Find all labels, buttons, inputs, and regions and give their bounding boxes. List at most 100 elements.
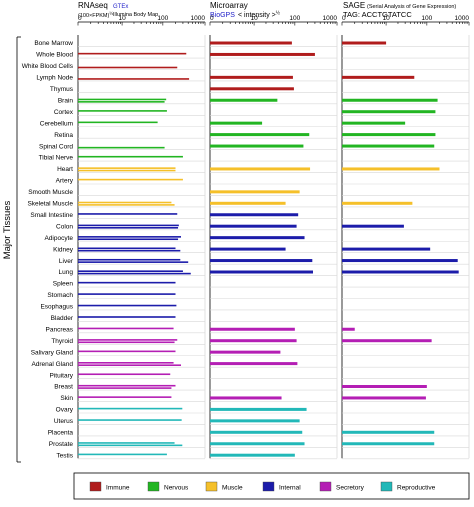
rnaseq-gtex-bar (78, 281, 176, 284)
sage-bar (342, 327, 355, 331)
rnaseq-ibm-bar (78, 387, 172, 389)
tissue-label: Pituitary (50, 372, 74, 379)
legend-label-muscle: Muscle (222, 485, 243, 492)
rnaseq-gtex-bar (78, 270, 183, 272)
tissue-label: Retina (54, 132, 73, 139)
rnaseq-gtex-bar (78, 52, 187, 55)
rnaseq-ibm-bar (78, 204, 175, 206)
rnaseq-gtex-bar (78, 155, 183, 158)
microarray-bar (210, 167, 311, 171)
sage-bar (342, 339, 432, 343)
rnaseq-ibm-bar (78, 66, 178, 69)
microarray-bar (210, 430, 303, 434)
tissue-label: Tibial Nerve (39, 155, 74, 162)
rnaseq-source-gtex: GTEx (113, 4, 128, 10)
sage-bar (342, 270, 459, 274)
rnaseq-gtex-bar (78, 362, 174, 364)
micro-tick-label: 100 (289, 15, 300, 22)
rnaseq-gtex-bar (78, 121, 158, 124)
sage-bar (342, 133, 436, 137)
rnaseq-gtex-bar (78, 304, 177, 307)
sage-title: SAGE (343, 1, 365, 10)
microarray-bar (210, 236, 305, 240)
legend-label-secretory: Secretory (336, 485, 365, 492)
rnaseq-ibm-bar (78, 444, 183, 447)
rnaseq-gtex-bar (78, 339, 178, 341)
microarray-bar (210, 87, 294, 91)
sage-bar (342, 247, 431, 251)
sage-bar (342, 167, 440, 171)
microarray-bar (210, 75, 293, 79)
tissue-label: White Blood Cells (22, 63, 74, 70)
side-label: Major Tissues (2, 200, 13, 259)
tissue-label: Testis (56, 452, 73, 459)
rnaseq-ibm-bar (78, 341, 175, 344)
tissue-label: Spleen (53, 281, 74, 288)
microarray-bar (210, 52, 315, 56)
tissue-label: Lung (59, 269, 74, 276)
tissue-label: Small Intestine (30, 212, 73, 219)
rnaseq-source-ibm: Illumina Body Map (113, 12, 158, 18)
tissue-label: Stomach (47, 292, 73, 299)
rnaseq-gtex-bar (78, 201, 172, 204)
sage-tick-label: 100 (421, 15, 432, 22)
tissue-label: Pancreas (46, 326, 74, 333)
rnaseq-ibm-bar (78, 238, 179, 241)
rnaseq-ibm-bar (78, 364, 181, 366)
rnaseq-gtex-bar (78, 98, 167, 101)
rna-tick-label: 1000 (191, 15, 206, 22)
rnaseq-gtex-bar (78, 178, 183, 181)
rnaseq-gtex-bar (78, 167, 176, 169)
rnaseq-gtex-bar (78, 213, 178, 215)
tissue-label: Artery (56, 178, 74, 185)
rnaseq-gtex-bar (78, 350, 176, 353)
microarray-bar (210, 41, 292, 45)
microarray-bar (210, 213, 299, 217)
tissue-label: Spinal Cord (39, 143, 73, 150)
sage-bar (342, 110, 436, 114)
tissue-label: Ovary (56, 407, 74, 414)
rnaseq-gtex-bar (78, 396, 172, 398)
tissue-label: Adrenal Gland (31, 361, 73, 368)
rnaseq-ibm-bar (78, 101, 165, 103)
rnaseq-gtex-bar (78, 316, 176, 318)
sage-bar (342, 259, 458, 263)
sage-bar (342, 121, 406, 125)
tissue-label: Brain (58, 97, 74, 104)
microarray-bar (210, 190, 300, 194)
sage-bar (342, 396, 426, 400)
microarray-bar (210, 396, 282, 400)
microarray-bar (210, 270, 313, 274)
microarray-source: BioGPS (210, 12, 235, 19)
sage-subtitle: (Serial Analysis of Gene Expression) (367, 4, 456, 10)
rnaseq-gtex-bar (78, 419, 182, 421)
microarray-bar (210, 121, 263, 125)
rnaseq-gtex-bar (78, 384, 176, 387)
sage-bar (342, 201, 413, 205)
microarray-bar (210, 442, 305, 446)
microarray-bar (210, 339, 297, 343)
sage-bar (342, 98, 438, 102)
microarray-bar (210, 407, 307, 411)
tissue-label: Kidney (53, 246, 74, 253)
sage-bar (342, 385, 427, 388)
legend-label-reproductive: Reproductive (397, 485, 436, 492)
microarray-bar (210, 259, 313, 263)
legend-swatch-nervous (147, 481, 160, 492)
tissue-label: Heart (57, 166, 73, 173)
sage-bar (342, 75, 415, 79)
tissue-label: Colon (56, 223, 73, 230)
tissue-label: Bladder (51, 315, 74, 322)
tissue-label: Prostate (49, 441, 74, 448)
microarray-bar (210, 98, 278, 102)
microarray-bar (210, 350, 281, 354)
legend-swatch-internal (262, 481, 275, 492)
rnaseq-ibm-bar (78, 146, 165, 149)
microarray-bar (210, 362, 298, 366)
microarray-title: Microarray (210, 1, 248, 10)
rnaseq-subtitle: (100×FPKM)½ (78, 10, 113, 19)
tissue-label: Uterus (54, 418, 74, 425)
microarray-bar (210, 419, 300, 423)
rnaseq-gtex-bar (78, 442, 175, 444)
